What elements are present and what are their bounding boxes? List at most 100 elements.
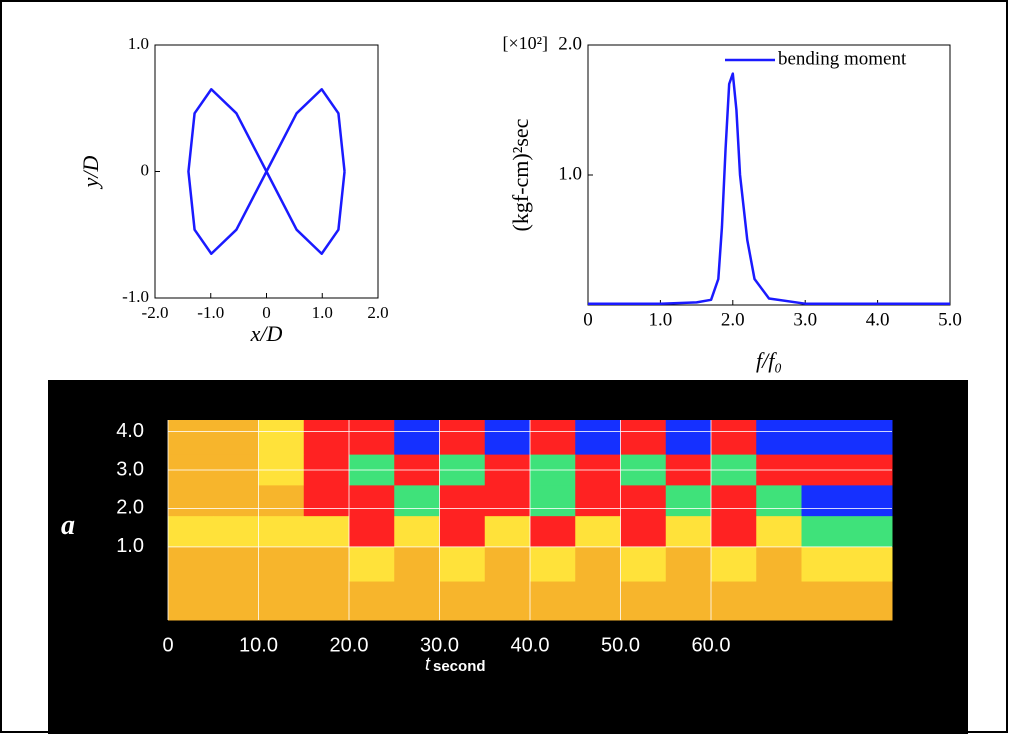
x-tick-label: 1.0 <box>312 303 333 322</box>
heatmap-cell <box>665 546 712 583</box>
y-tick-label: 1.0 <box>558 163 582 184</box>
heatmap-cell <box>575 485 621 517</box>
x-tick-label: 30.0 <box>420 634 459 656</box>
heatmap-cell <box>394 581 440 621</box>
heatmap-cell <box>801 581 893 621</box>
x-tick-label: 0 <box>583 309 593 330</box>
heatmap-cell <box>303 485 350 517</box>
x-axis-label: f/f₀ <box>756 348 782 373</box>
x-tick-label: 60.0 <box>692 634 731 656</box>
heatmap-cell <box>665 420 712 456</box>
heatmap-cell <box>711 581 757 621</box>
heatmap-cell <box>394 420 440 456</box>
y-axis-label: y/D <box>78 156 103 190</box>
heatmap-cell <box>258 581 305 621</box>
y-tick-label: 4.0 <box>116 420 144 442</box>
data-line <box>588 72 950 305</box>
heatmap-cell <box>575 420 621 456</box>
heatmap-cell <box>575 516 621 548</box>
heatmap-cell <box>484 485 531 517</box>
heatmap-cell <box>620 420 667 456</box>
x-tick-label: 5.0 <box>938 309 962 330</box>
heatmap-cell <box>394 516 440 548</box>
heatmap-cell <box>665 581 712 621</box>
heatmap-cell <box>213 581 259 621</box>
heatmap-cell <box>711 516 757 548</box>
y-tick-label: 2.0 <box>558 33 582 54</box>
heatmap-cell <box>530 546 576 583</box>
heatmap-cell <box>213 546 259 583</box>
heatmap-cell <box>168 546 214 583</box>
heatmap-cell <box>530 420 576 456</box>
x-tick-label: -2.0 <box>142 303 169 322</box>
x-tick-label: 4.0 <box>866 309 890 330</box>
heatmap-cell <box>168 485 214 517</box>
heatmap-cell <box>756 485 802 517</box>
heatmap-cell <box>439 485 486 517</box>
heatmap-cell <box>168 420 214 456</box>
heatmap-cell <box>258 516 305 548</box>
y-tick-label: -1.0 <box>122 287 149 306</box>
heatmap-cell <box>484 581 531 621</box>
heatmap-cell <box>801 516 893 548</box>
heatmap-cell <box>439 420 486 456</box>
y-tick-label: 1.0 <box>116 535 144 557</box>
heatmap-cell <box>620 581 667 621</box>
heatmap-cell <box>439 581 486 621</box>
heatmap-cell <box>620 546 667 583</box>
heatmap-cell <box>484 516 531 548</box>
y-scale-label: [×10²] <box>502 33 548 53</box>
heatmap-cell <box>439 516 486 548</box>
heatmap-cell <box>620 516 667 548</box>
heatmap-cell <box>349 546 395 583</box>
heatmap-cell <box>303 581 350 621</box>
legend-label: bending moment <box>778 48 907 69</box>
x-tick-label: 20.0 <box>330 634 369 656</box>
heatmap-cell <box>665 485 712 517</box>
heatmap-cell <box>303 546 350 583</box>
heatmap-cell <box>711 420 757 456</box>
x-tick-label: 50.0 <box>601 634 640 656</box>
heatmap-cell <box>303 420 350 456</box>
heatmap-cell <box>258 546 305 583</box>
heatmap-cell <box>168 516 214 548</box>
heatmap-cell <box>394 485 440 517</box>
x-tick-label: 0 <box>262 303 271 322</box>
x-tick-label: 2.0 <box>367 303 388 322</box>
heatmap-cell <box>801 420 893 456</box>
heatmap-cell <box>349 420 395 456</box>
heatmap-cell <box>213 420 259 456</box>
x-tick-label: -1.0 <box>197 303 224 322</box>
y-axis-label: a <box>61 510 75 541</box>
heatmap-cell <box>394 546 440 583</box>
heatmap-cell <box>575 581 621 621</box>
x-tick-label: 1.0 <box>649 309 673 330</box>
x-tick-label: 3.0 <box>793 309 817 330</box>
heatmap-cell <box>213 516 259 548</box>
heatmap-cell <box>575 546 621 583</box>
heatmap-cell <box>303 516 350 548</box>
heatmap-cell <box>349 516 395 548</box>
x-tick-label: 0 <box>162 634 173 656</box>
heatmap-cell <box>756 546 802 583</box>
heatmap-cell <box>530 485 576 517</box>
x-axis-label: t <box>425 654 431 674</box>
heatmap-cell <box>530 581 576 621</box>
x-tick-label: 40.0 <box>511 634 550 656</box>
heatmap-cell <box>801 485 893 517</box>
heatmap-cell <box>349 581 395 621</box>
heatmap-cell <box>801 546 893 583</box>
y-tick-label: 2.0 <box>116 497 144 519</box>
x-axis-unit: second <box>433 658 486 675</box>
heatmap-cell <box>349 485 395 517</box>
x-tick-label: 2.0 <box>721 309 745 330</box>
heatmap-cell <box>756 581 802 621</box>
heatmap-cell <box>756 516 802 548</box>
y-tick-label: 0 <box>141 160 150 179</box>
y-tick-label: 1.0 <box>128 34 149 53</box>
data-line <box>187 88 346 255</box>
heatmap-cell <box>620 485 667 517</box>
heatmap-cell <box>484 546 531 583</box>
